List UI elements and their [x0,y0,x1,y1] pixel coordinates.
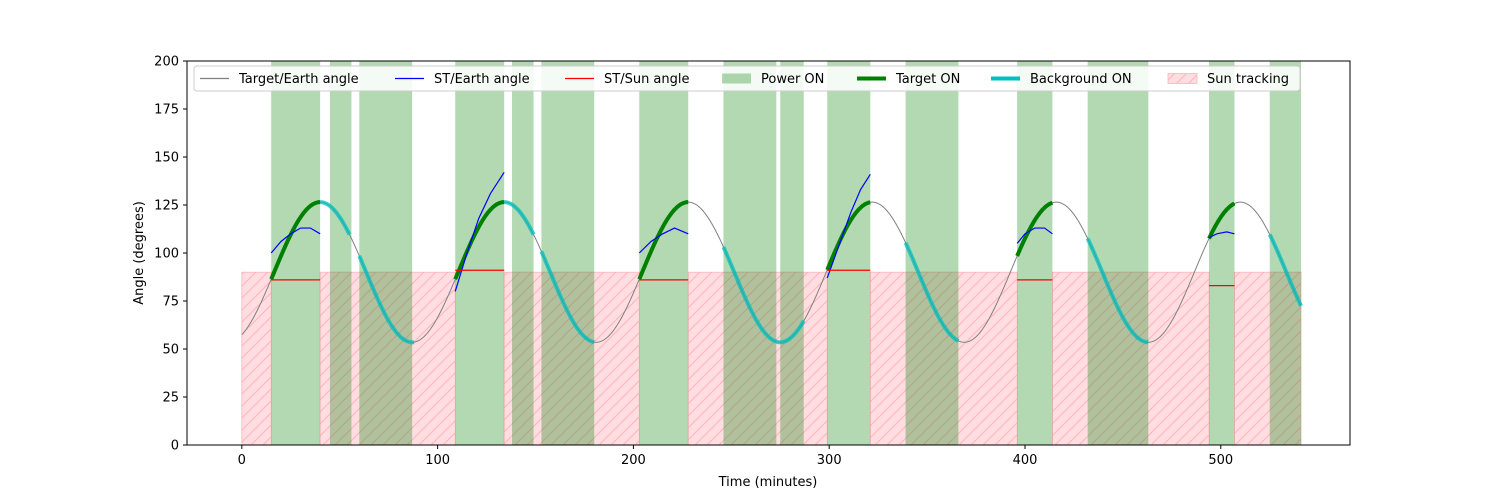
power-on-band [271,61,321,445]
y-tick-label: 125 [154,199,179,214]
target-on-segment [825,200,871,271]
power-on-band [1269,61,1302,445]
legend-label: Power ON [761,72,824,87]
target-on-segment [1015,200,1054,257]
x-axis: 0 100 200 300 400 500 [238,445,1233,468]
power-on-band [1209,61,1235,445]
background-on-segment [1267,233,1303,307]
target-on-segment [269,200,321,280]
st-earth-angle-segment [1208,231,1235,239]
power-on-band [329,61,352,445]
legend-label: Background ON [1030,72,1132,87]
sun-tracking-band [1234,271,1302,445]
legend-label: Target ON [895,72,960,87]
legend-box [193,65,1301,92]
sun-tracking-band [687,271,828,445]
power-on-band [723,61,777,445]
power-on-band [455,61,505,445]
sun-tracking-layer [241,271,1302,445]
x-axis-title: Time (minutes) [718,475,818,490]
background-on-segment [903,241,960,343]
power-on-band [780,61,804,445]
power-on-band [512,61,534,445]
target-on-segment [453,200,505,280]
power-on-band [905,61,959,445]
legend-handle [1167,73,1198,84]
y-tick-label: 100 [154,247,179,262]
x-tick-label: 400 [1013,453,1038,468]
legend-handle [722,73,751,84]
power-on-layer [271,61,1302,445]
background-on-segment [504,200,536,236]
background-on-segment [721,246,806,345]
legend-label: Sun tracking [1207,72,1289,87]
y-tick-label: 50 [162,343,179,358]
st-earth-angle-segment [826,173,871,279]
power-on-band [639,61,689,445]
y-tick-label: 150 [154,151,179,166]
y-axis: 0 25 50 75 100 125 150 175 200 [154,55,187,454]
sun-tracking-band [241,271,272,445]
x-tick-label: 200 [621,453,646,468]
x-tick-label: 500 [1208,453,1233,468]
sun-tracking-band [319,271,456,445]
y-tick-label: 75 [162,295,179,310]
sun-tracking-band [869,271,1018,445]
target-on-segment [1207,201,1236,240]
legend-label: ST/Sun angle [604,72,690,87]
st-earth-angle-segment [1016,227,1053,244]
legend-label: ST/Earth angle [434,72,530,87]
st-earth-angle-segment [638,227,689,254]
background-on-segment [320,200,352,236]
st-earth-angle-segment [454,172,505,292]
power-on-band [1017,61,1053,445]
series-layer [241,172,1303,345]
power-on-band [541,61,595,445]
x-tick-label: 0 [238,453,246,468]
y-tick-label: 25 [162,391,179,406]
x-tick-label: 100 [425,453,450,468]
power-on-band [359,61,413,445]
y-tick-label: 0 [171,439,179,454]
background-on-segment [539,250,595,345]
x-tick-label: 300 [817,453,842,468]
legend-label: Target/Earth angle [238,72,359,87]
power-on-band [1087,61,1149,445]
y-axis-title: Angle (degrees) [132,201,147,305]
sun-tracking-band [503,271,640,445]
background-on-segment [1085,237,1149,345]
sun-tracking-band [1051,271,1210,445]
y-tick-label: 175 [154,103,179,118]
y-tick-label: 200 [154,55,179,70]
legend: Target/Earth angle ST/Earth angle ST/Sun a… [193,65,1301,92]
st-earth-angle-segment [270,227,321,254]
background-on-segment [357,255,415,345]
target-on-segment [637,200,689,280]
